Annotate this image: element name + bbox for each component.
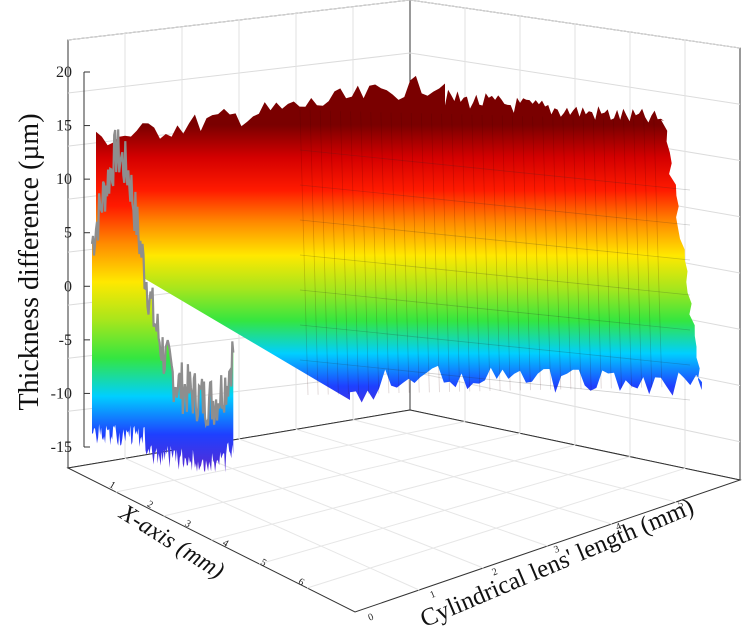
mesh-line	[431, 113, 440, 393]
mesh-line	[602, 118, 612, 389]
mesh-line	[420, 113, 430, 393]
mesh-line	[390, 112, 400, 394]
surface-front-face	[92, 129, 234, 473]
mesh-line	[643, 119, 653, 388]
y-tick-label: 4	[614, 521, 623, 533]
z-tick-label: 15	[56, 118, 72, 135]
mesh-line	[511, 115, 521, 391]
mesh-line	[299, 359, 691, 401]
surface-plot	[90, 75, 702, 473]
mesh-line	[532, 116, 541, 390]
mesh-line	[522, 116, 531, 391]
x-tick-label: 6	[296, 576, 306, 588]
z-tick-label: -5	[59, 332, 72, 349]
x-tick-label: 2	[145, 499, 155, 511]
mesh-line	[299, 109, 309, 396]
x-tick-label: 4	[221, 538, 231, 550]
mesh-line	[340, 111, 349, 395]
mesh-line	[299, 324, 691, 366]
y-tick-label: 0	[367, 612, 376, 624]
mesh-line	[370, 111, 380, 394]
y-tick-label: 5	[676, 498, 685, 510]
x-tick-label: 5	[258, 557, 268, 569]
mesh-line	[572, 117, 582, 390]
mesh-line	[542, 116, 552, 390]
mesh-line	[623, 118, 632, 388]
mesh-line	[299, 149, 691, 191]
mesh-line	[451, 114, 461, 392]
z-axis-title: Thickness difference (µm)	[14, 113, 45, 410]
z-tick-label: 10	[56, 171, 72, 188]
mesh-line	[481, 114, 491, 392]
x-tick-label: 3	[183, 518, 193, 530]
mesh-line	[299, 289, 691, 331]
mesh-line	[410, 113, 420, 393]
mesh-line	[299, 219, 691, 261]
mesh-line	[552, 116, 562, 390]
surface-mesh	[299, 109, 691, 401]
y-tick-label: 2	[490, 566, 499, 578]
mesh-line	[501, 115, 511, 391]
z-tick-label: -15	[51, 439, 72, 456]
z-tick-label: 0	[64, 278, 72, 295]
y-tick-label: 3	[552, 544, 561, 556]
mesh-line	[471, 114, 481, 392]
mesh-line	[380, 112, 390, 394]
y-tick-label: 1	[429, 589, 438, 601]
z-tick-label: 20	[56, 64, 72, 81]
mesh-line	[461, 114, 471, 392]
mesh-line	[299, 254, 691, 296]
mesh-line	[360, 111, 370, 394]
mesh-line	[491, 115, 501, 391]
mesh-line	[562, 117, 572, 390]
mesh-line	[582, 117, 592, 389]
x-axis-ticks: 1 2 3 4 5 6	[107, 480, 306, 589]
mesh-line	[329, 110, 339, 395]
profile-line	[90, 129, 235, 429]
mesh-line	[309, 110, 319, 395]
mesh-line	[319, 110, 329, 395]
x-tick-label: 1	[107, 480, 117, 492]
mesh-line	[400, 112, 410, 393]
z-tick-label: 5	[64, 225, 72, 242]
mesh-line	[633, 119, 643, 388]
surface-back-region	[96, 75, 702, 403]
grid-line	[352, 419, 676, 503]
mesh-line	[350, 111, 359, 394]
z-axis-ticks: 20 15 10 5 0 -5 -10 -15	[51, 64, 90, 456]
mesh-line	[441, 113, 450, 392]
mesh-line	[613, 118, 622, 389]
mesh-line	[653, 119, 663, 388]
y-axis-ticks: 0 1 2 3 4 5	[367, 498, 685, 623]
mesh-line	[592, 118, 602, 389]
mesh-line	[299, 184, 691, 226]
z-tick-label: -10	[51, 385, 72, 402]
